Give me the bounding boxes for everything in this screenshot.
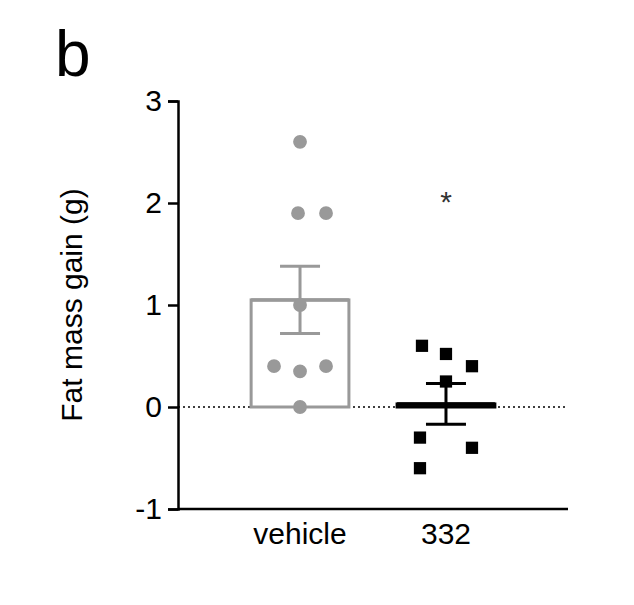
y-tick: 0 xyxy=(145,390,178,423)
error-stem xyxy=(299,266,302,333)
data-point xyxy=(319,206,333,220)
y-tick-mark xyxy=(168,304,178,307)
y-tick: 2 xyxy=(145,186,178,219)
zero-line xyxy=(178,406,568,408)
error-cap xyxy=(280,265,320,268)
data-point xyxy=(414,462,426,474)
chart: b Fat mass gain (g) -1 0 1 2 3 vehicle 332 * xyxy=(0,0,634,605)
y-tick-mark xyxy=(168,202,178,205)
error-cap xyxy=(426,382,466,385)
y-axis-title: Fat mass gain (g) xyxy=(55,188,88,421)
y-axis-line xyxy=(168,102,179,510)
data-point xyxy=(440,348,452,360)
plot-area xyxy=(251,135,495,474)
data-point xyxy=(293,400,307,414)
error-stem xyxy=(444,384,447,425)
x-axis: vehicle 332 xyxy=(253,509,471,550)
data-point xyxy=(319,359,333,373)
y-tick: 3 xyxy=(145,84,178,117)
error-bar xyxy=(426,384,466,425)
y-tick: -1 xyxy=(135,492,178,525)
data-point xyxy=(267,359,281,373)
panel-label: b xyxy=(55,18,91,90)
error-cap xyxy=(426,423,466,426)
data-point xyxy=(416,340,428,352)
y-tick: 1 xyxy=(145,288,178,321)
data-point xyxy=(293,364,307,378)
y-tick-label: 0 xyxy=(145,390,162,423)
x-axis-line xyxy=(178,508,568,511)
y-tick-label: -1 xyxy=(135,492,162,525)
y-tick-label: 2 xyxy=(145,186,162,219)
y-tick-label: 1 xyxy=(145,288,162,321)
data-point xyxy=(414,431,426,443)
y-tick-label: 3 xyxy=(145,84,162,117)
data-point xyxy=(466,442,478,454)
data-point xyxy=(466,360,478,372)
x-tick: 332 xyxy=(421,509,471,550)
data-point xyxy=(291,206,305,220)
data-point xyxy=(293,135,307,149)
significance-mark: * xyxy=(440,185,452,218)
error-bar xyxy=(280,266,320,333)
x-tick-label: 332 xyxy=(421,517,471,550)
x-tick-label: vehicle xyxy=(253,517,346,550)
error-cap xyxy=(280,332,320,335)
y-tick-mark xyxy=(168,406,178,409)
y-tick-mark xyxy=(168,508,178,511)
x-tick: vehicle xyxy=(253,509,346,550)
y-axis: -1 0 1 2 3 xyxy=(135,84,178,525)
y-tick-mark xyxy=(168,100,178,103)
